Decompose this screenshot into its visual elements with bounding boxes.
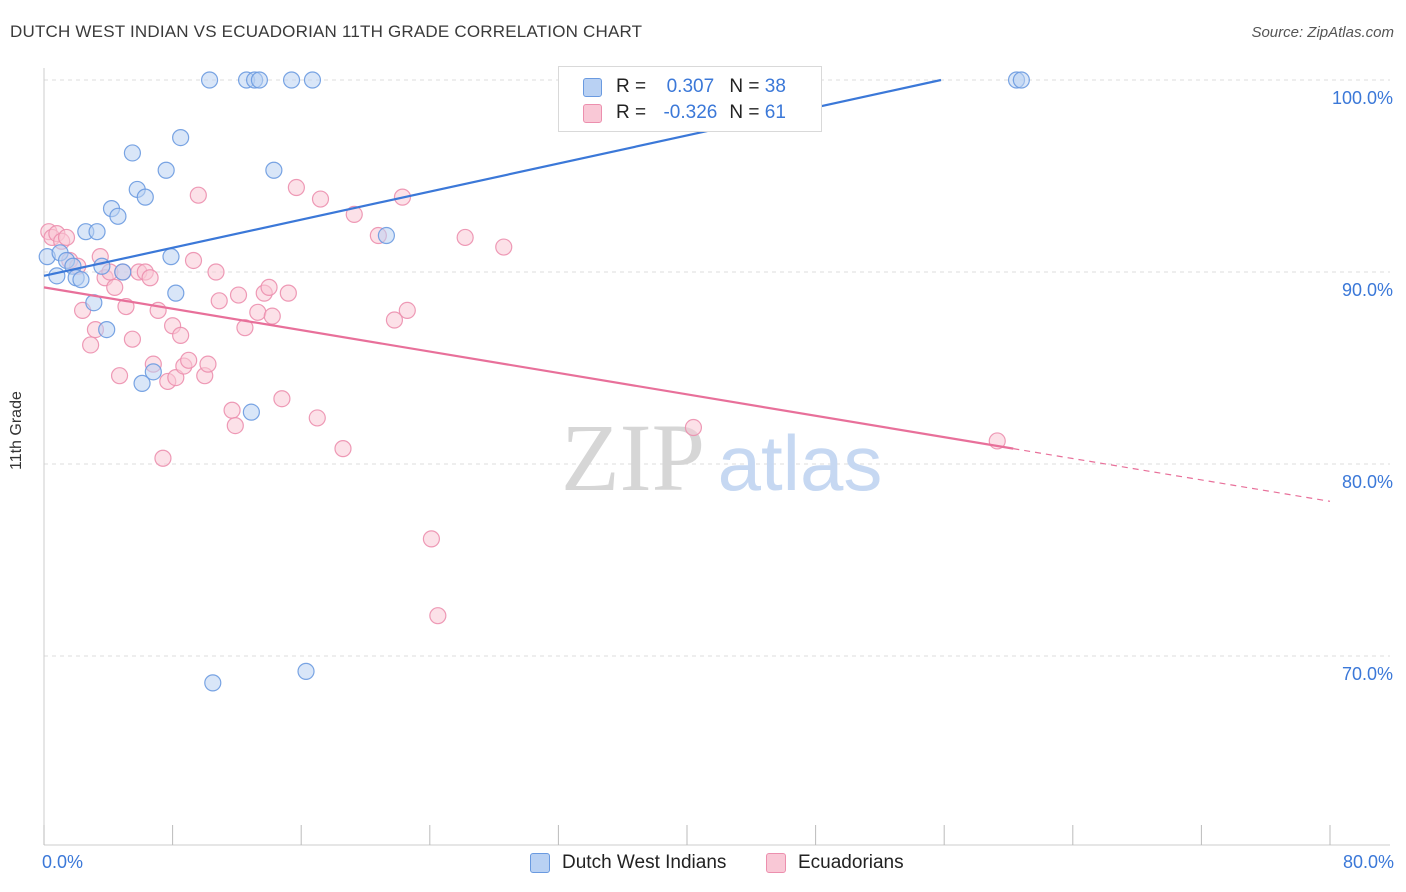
grid-lines <box>44 79 1390 657</box>
data-point <box>172 129 190 147</box>
y-tick-labels: 70.0% 80.0% 90.0% 100.0% <box>1332 88 1393 684</box>
legend-r-value: 0.307 <box>666 76 715 97</box>
legend-series-name: Dutch West Indians <box>562 852 727 873</box>
y-tick-label: 80.0% <box>1342 472 1393 492</box>
data-point <box>223 401 241 419</box>
stats-legend: R = 0.307 N = 38 R = -0.326 N = 61 <box>558 66 822 132</box>
legend-row-ecuadorians: R = -0.326 N = 61 <box>583 101 786 125</box>
y-tick-label: 90.0% <box>1342 280 1393 300</box>
watermark-atlas: atlas <box>718 419 883 507</box>
watermark-zip: ZIP <box>561 404 705 511</box>
data-point <box>157 161 175 179</box>
data-point <box>345 205 363 223</box>
legend-n-value: 61 <box>764 102 786 123</box>
data-point <box>82 336 100 354</box>
axes <box>43 68 1390 846</box>
data-point <box>123 330 142 348</box>
data-point <box>308 409 326 427</box>
legend-swatch-blue <box>583 77 602 97</box>
data-point <box>273 390 291 408</box>
legend-r-value: -0.326 <box>663 102 718 123</box>
legend-r-label: R = <box>616 76 647 97</box>
legend-n-label: N = <box>729 76 760 97</box>
data-point <box>263 307 281 325</box>
data-point <box>242 403 260 421</box>
data-point <box>48 267 66 285</box>
data-point <box>106 278 124 296</box>
y-tick-label: 100.0% <box>1332 88 1393 108</box>
legend-n-label: N = <box>729 102 760 123</box>
data-point <box>422 530 441 548</box>
data-point <box>684 418 703 437</box>
x-tick-label-min: 0.0% <box>42 852 84 872</box>
legend-swatch-pink <box>766 853 786 873</box>
data-point <box>260 278 278 296</box>
data-point <box>98 321 116 339</box>
data-point <box>162 248 180 266</box>
watermark: ZIP atlas <box>561 404 882 511</box>
data-point <box>200 71 219 89</box>
legend-r-label: R = <box>616 102 647 123</box>
data-point <box>167 284 185 302</box>
y-tick-label: 70.0% <box>1342 664 1393 684</box>
data-point <box>72 271 90 289</box>
data-point <box>57 228 76 247</box>
data-point <box>297 662 315 680</box>
legend-swatch-blue <box>530 853 550 873</box>
source-label: Source: ZipAtlas.com <box>1251 24 1394 41</box>
legend-row-dutch-west-indians: R = 0.307 N = 38 <box>583 75 786 99</box>
data-point <box>495 238 513 256</box>
legend-series-name: Ecuadorians <box>798 852 904 873</box>
data-point <box>110 367 129 385</box>
data-point <box>265 161 283 179</box>
data-point <box>377 226 395 245</box>
data-point <box>456 228 474 247</box>
data-point <box>184 251 203 270</box>
trend-line-extension <box>1013 448 1331 502</box>
data-point <box>385 311 404 329</box>
trend-line <box>43 286 1014 450</box>
legend-item-dutch-west-indians: Dutch West Indians <box>530 852 726 874</box>
data-point <box>210 292 228 310</box>
data-point <box>189 186 207 204</box>
data-point <box>249 303 267 321</box>
data-point <box>144 363 162 381</box>
data-point <box>398 301 416 319</box>
data-point <box>226 417 244 435</box>
data-point <box>136 188 154 206</box>
data-point <box>282 71 301 89</box>
data-point <box>279 284 297 302</box>
data-point <box>123 144 142 162</box>
dutch-west-indians-points <box>38 71 1030 692</box>
legend-n-value: 38 <box>764 76 786 97</box>
data-point <box>303 71 322 89</box>
data-point <box>204 674 222 692</box>
data-point <box>207 263 225 281</box>
data-point <box>199 355 217 373</box>
data-point <box>429 607 447 625</box>
legend-swatch-pink <box>583 103 602 123</box>
data-point <box>114 263 132 281</box>
data-point <box>311 190 330 208</box>
data-point <box>229 286 248 304</box>
data-point <box>109 207 127 225</box>
legend-item-ecuadorians: Ecuadorians <box>766 852 904 874</box>
data-point <box>154 449 172 467</box>
data-point <box>1012 71 1030 89</box>
data-point <box>172 326 190 344</box>
ecuadorians-points <box>40 178 1006 625</box>
data-point <box>287 178 305 197</box>
data-point <box>88 223 106 241</box>
data-point <box>334 440 352 458</box>
data-point <box>133 374 151 392</box>
data-point <box>250 71 269 89</box>
data-point <box>180 351 198 369</box>
x-tick-label-max: 80.0% <box>1342 852 1394 872</box>
data-point <box>141 269 159 287</box>
data-point <box>93 257 111 275</box>
chart-title: DUTCH WEST INDIAN VS ECUADORIAN 11TH GRA… <box>10 22 643 41</box>
